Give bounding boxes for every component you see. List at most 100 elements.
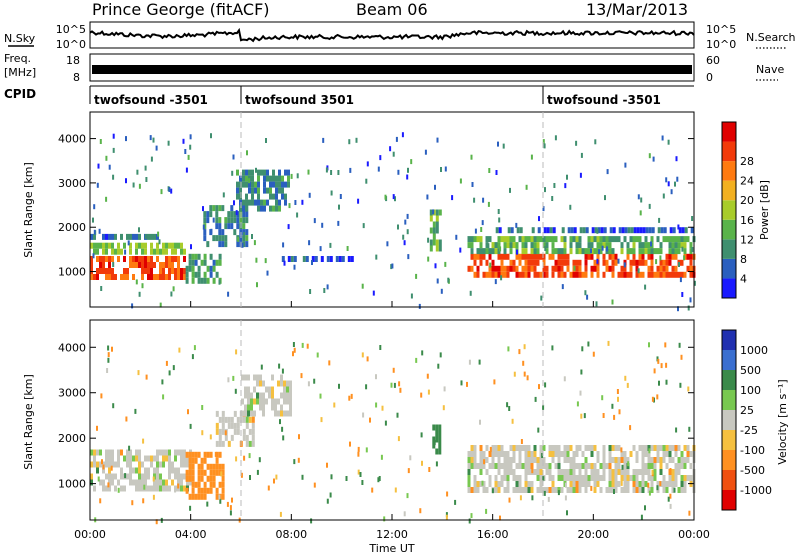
data-cell <box>215 205 218 211</box>
data-cell <box>201 470 204 476</box>
data-cell <box>567 487 570 493</box>
data-cell <box>552 254 555 260</box>
data-cell <box>531 155 533 160</box>
data-cell <box>516 475 519 481</box>
data-cell <box>135 249 138 255</box>
colorbar-swatch <box>722 278 736 298</box>
data-cell <box>192 254 195 260</box>
data-cell <box>358 447 360 452</box>
data-cell <box>678 272 681 278</box>
data-cell <box>664 342 666 347</box>
data-cell <box>606 487 609 493</box>
data-cell <box>219 417 222 423</box>
data-cell <box>398 436 400 441</box>
data-cell <box>263 176 266 182</box>
data-cell <box>177 484 179 489</box>
data-cell <box>546 469 549 475</box>
data-cell <box>242 223 245 229</box>
data-cell <box>519 236 522 242</box>
data-cell <box>227 502 229 507</box>
data-cell <box>570 487 573 493</box>
data-cell <box>254 200 257 206</box>
data-cell <box>633 445 636 451</box>
data-cell <box>480 254 483 260</box>
data-cell <box>252 429 255 435</box>
data-cell <box>642 475 645 481</box>
data-cell <box>579 266 582 272</box>
data-cell <box>609 463 612 469</box>
data-cell <box>639 236 642 242</box>
data-cell <box>294 200 296 205</box>
data-cell <box>675 469 678 475</box>
data-cell <box>233 217 236 223</box>
data-cell <box>397 170 399 175</box>
data-cell <box>256 381 259 387</box>
data-cell <box>519 451 522 457</box>
data-cell <box>474 475 477 481</box>
data-cell <box>351 256 354 262</box>
data-cell <box>281 182 284 188</box>
data-cell <box>553 183 555 188</box>
data-cell <box>260 200 263 206</box>
data-cell <box>576 481 579 487</box>
data-cell <box>612 254 615 260</box>
data-cell <box>579 272 582 278</box>
data-cell <box>308 381 310 386</box>
data-cell <box>293 459 295 464</box>
data-cell <box>198 488 201 494</box>
data-cell <box>219 260 222 266</box>
data-cell <box>105 456 108 462</box>
data-cell <box>117 243 120 249</box>
data-cell <box>659 255 661 260</box>
data-cell <box>646 227 649 233</box>
y-tick-label: 4000 <box>58 341 86 354</box>
data-cell <box>549 236 552 242</box>
data-cell <box>338 384 340 389</box>
data-cell <box>522 248 525 254</box>
data-cell <box>612 445 615 451</box>
data-cell <box>495 487 498 493</box>
data-cell <box>421 461 423 466</box>
data-cell <box>308 170 310 175</box>
data-cell <box>621 475 624 481</box>
data-cell <box>171 256 174 262</box>
data-cell <box>621 469 624 475</box>
data-cell <box>262 381 265 387</box>
freq-panel: Freq. [MHz] 18 8 60 0 Nave <box>4 52 784 84</box>
data-cell <box>212 205 215 211</box>
data-cell <box>141 268 144 274</box>
data-cell <box>195 458 198 464</box>
data-cell <box>544 227 547 233</box>
x-tick-label: 08:00 <box>275 528 307 541</box>
data-cell <box>349 442 351 447</box>
freq-label: Freq. <box>4 52 31 65</box>
data-cell <box>580 173 582 178</box>
data-cell <box>482 198 484 203</box>
data-cell <box>519 487 522 493</box>
data-cell <box>391 264 393 269</box>
data-cell <box>682 227 685 233</box>
data-cell <box>112 262 114 267</box>
data-cell <box>564 457 567 463</box>
data-cell <box>472 182 474 187</box>
data-cell <box>513 445 516 451</box>
data-cell <box>246 150 248 155</box>
data-cell <box>278 364 280 369</box>
data-cell <box>669 445 672 451</box>
data-cell <box>630 248 633 254</box>
data-cell <box>114 462 117 468</box>
data-cell <box>585 487 588 493</box>
data-cell <box>242 211 245 217</box>
data-cell <box>230 510 232 515</box>
nave-tick-low: 0 <box>706 71 713 84</box>
data-cell <box>227 223 230 229</box>
data-cell <box>245 182 248 188</box>
data-cell <box>672 445 675 451</box>
data-cell <box>111 474 114 480</box>
data-cell <box>537 457 540 463</box>
data-cell <box>597 242 600 248</box>
data-cell <box>519 445 522 451</box>
data-cell <box>280 381 283 387</box>
data-cell <box>680 277 682 282</box>
data-cell <box>135 468 138 474</box>
